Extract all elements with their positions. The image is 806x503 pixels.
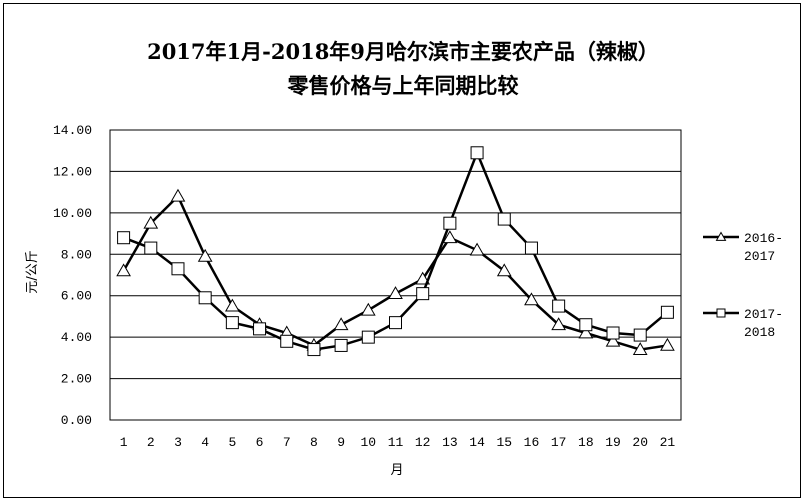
data-point-triangle (116, 263, 131, 277)
data-point-triangle (632, 342, 648, 355)
y-tick-label: 2.00 (61, 372, 92, 387)
x-tick-label: 11 (388, 435, 404, 450)
legend-label: 2016- (744, 231, 783, 246)
x-tick-label: 20 (632, 435, 648, 450)
grid-layer (109, 129, 682, 421)
data-point-square (171, 262, 185, 276)
x-tick-label: 5 (228, 435, 236, 450)
data-point-triangle (496, 263, 512, 277)
x-tick-label: 2 (147, 435, 155, 450)
data-point-triangle (170, 188, 186, 202)
data-point-square (606, 326, 620, 340)
y-axis-ticks: 0.00 2.00 4.00 6.00 8.00 10.00 12.00 14.00 (53, 123, 92, 428)
data-point-square (117, 231, 131, 245)
legend-entry-2: 2017- 2018 (703, 307, 783, 340)
legend-label: 2017- (744, 307, 783, 322)
x-tick-label: 19 (605, 435, 621, 450)
data-point-square (280, 334, 294, 348)
x-tick-label: 9 (337, 435, 345, 450)
data-point-square (389, 316, 402, 330)
data-point-triangle (442, 230, 458, 244)
legend: 2016- 2017 2017- 2018 (703, 231, 783, 340)
data-point-square (552, 299, 566, 313)
legend-label: 2017 (744, 249, 775, 264)
data-point-square (470, 146, 484, 160)
y-tick-label: 6.00 (61, 289, 92, 304)
data-point-square (307, 343, 321, 357)
data-point-square (579, 318, 593, 332)
legend-label: 2018 (744, 325, 775, 340)
x-tick-label: 6 (256, 435, 264, 450)
data-point-triangle (524, 292, 539, 306)
legend-entry-1: 2016- 2017 (703, 231, 783, 264)
data-point-triangle (197, 248, 213, 262)
x-tick-label: 15 (496, 435, 512, 450)
y-tick-label: 0.00 (61, 413, 92, 428)
data-point-square (524, 241, 538, 255)
x-tick-label: 3 (174, 435, 182, 450)
x-tick-label: 17 (551, 435, 567, 450)
data-point-triangle (224, 298, 240, 312)
x-tick-label: 14 (469, 435, 485, 450)
data-point-triangle (578, 325, 594, 339)
data-point-square (443, 216, 457, 230)
y-tick-label: 8.00 (61, 247, 92, 262)
x-tick-label: 4 (201, 435, 209, 450)
y-axis-label: 元/公斤 (25, 250, 40, 293)
x-tick-label: 21 (660, 435, 676, 450)
chart-subtitle: 零售价格与上年同期比较 (287, 73, 519, 98)
data-point-square (497, 212, 511, 226)
data-point-triangle (605, 333, 621, 347)
x-tick-label: 7 (283, 435, 291, 450)
chart-title: 2017年1月-2018年9月哈尔滨市主要农产品（辣椒） (147, 39, 659, 64)
x-tick-label: 10 (361, 435, 377, 450)
y-tick-label: 10.00 (53, 206, 92, 221)
data-point-triangle (551, 317, 567, 331)
x-tick-label: 16 (524, 435, 540, 450)
data-point-square (633, 328, 647, 342)
legend-marker-square (716, 308, 726, 318)
series-2 (117, 146, 674, 357)
y-tick-label: 12.00 (53, 164, 92, 179)
data-point-square (253, 322, 267, 336)
data-point-triangle (469, 242, 485, 256)
data-point-triangle (388, 286, 403, 300)
data-point-triangle (415, 271, 431, 285)
plot-area (109, 129, 682, 421)
x-tick-label: 13 (442, 435, 458, 450)
data-point-triangle (143, 215, 159, 229)
data-point-triangle (333, 317, 349, 331)
data-point-square (225, 316, 239, 330)
y-tick-label: 14.00 (53, 123, 92, 138)
y-tick-label: 4.00 (61, 330, 92, 345)
data-point-square (361, 330, 375, 344)
data-point-square (198, 291, 212, 305)
x-tick-label: 18 (578, 435, 594, 450)
data-point-square (660, 305, 674, 319)
data-point-square (416, 287, 430, 301)
data-point-triangle (660, 337, 675, 351)
legend-marker-triangle (715, 231, 727, 241)
x-axis-label: 月 (390, 463, 403, 478)
x-tick-label: 12 (415, 435, 431, 450)
x-tick-label: 8 (310, 435, 318, 450)
data-point-square (334, 338, 348, 352)
data-point-square (144, 241, 158, 255)
x-axis-ticks: 1 2 3 4 5 6 7 8 9 10 11 12 13 14 15 16 17 18 19 20 21 (120, 435, 676, 450)
x-tick-label: 1 (120, 435, 128, 450)
series-layer (116, 146, 675, 357)
data-point-triangle (360, 302, 376, 316)
